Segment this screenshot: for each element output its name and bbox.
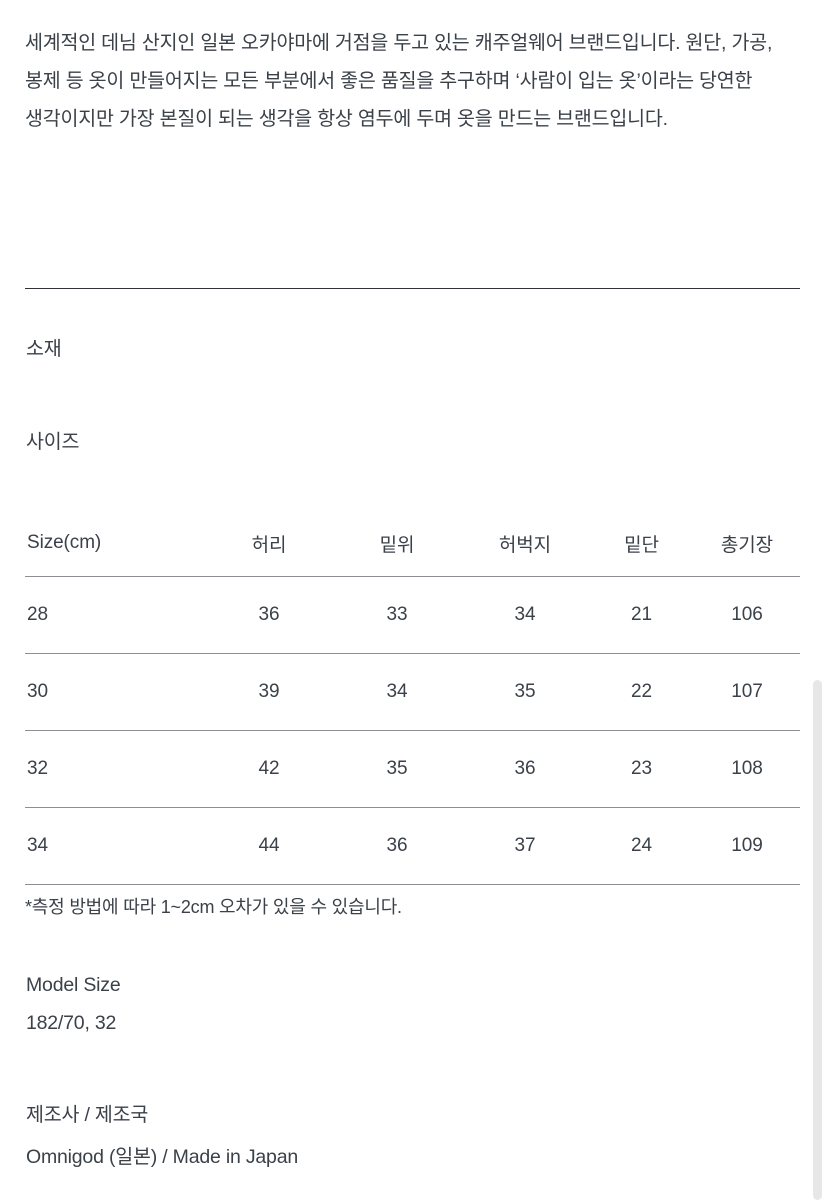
cell-size: 32 (25, 730, 205, 808)
model-size-label: Model Size (26, 974, 121, 996)
measurement-disclaimer: *측정 방법에 따라 1~2cm 오차가 있을 수 있습니다. (25, 897, 402, 917)
cell-thigh: 37 (461, 807, 589, 885)
column-header-rise: 밑위 (333, 510, 461, 577)
column-header-size: Size(cm) (25, 510, 205, 577)
table-row: 32 42 35 36 23 108 (25, 730, 800, 808)
size-chart-table: Size(cm) 허리 밑위 허벅지 밑단 총기장 28 36 33 34 21… (25, 510, 800, 885)
table-row: 34 44 36 37 24 109 (25, 807, 800, 885)
size-section-label: 사이즈 (26, 431, 80, 453)
cell-hem: 23 (589, 730, 694, 808)
table-header-row: Size(cm) 허리 밑위 허벅지 밑단 총기장 (25, 510, 800, 577)
brand-intro-paragraph: 세계적인 데님 산지인 일본 오카야마에 거점을 두고 있는 캐주얼웨어 브랜드… (25, 31, 773, 130)
material-section-label: 소재 (26, 338, 62, 360)
table-row: 30 39 34 35 22 107 (25, 653, 800, 731)
column-header-length: 총기장 (694, 510, 800, 577)
cell-waist: 44 (205, 807, 333, 885)
cell-waist: 39 (205, 653, 333, 731)
cell-length: 107 (694, 653, 800, 731)
table-row: 28 36 33 34 21 106 (25, 576, 800, 654)
manufacturer-block: 제조사 / 제조국 Omnigod (일본) / Made in Japan (26, 1094, 298, 1178)
page-scrollbar-track[interactable] (808, 0, 825, 1200)
cell-rise: 36 (333, 807, 461, 885)
cell-length: 106 (694, 576, 800, 654)
cell-thigh: 35 (461, 653, 589, 731)
column-header-waist: 허리 (205, 510, 333, 577)
page-scrollbar-thumb[interactable] (813, 680, 822, 1200)
cell-length: 108 (694, 730, 800, 808)
manufacturer-value: Omnigod (일본) / Made in Japan (26, 1146, 298, 1168)
model-size-value: 182/70, 32 (26, 1012, 117, 1034)
cell-rise: 35 (333, 730, 461, 808)
model-size-block: Model Size 182/70, 32 (26, 966, 121, 1042)
cell-waist: 36 (205, 576, 333, 654)
cell-size: 34 (25, 807, 205, 885)
cell-thigh: 36 (461, 730, 589, 808)
column-header-thigh: 허벅지 (461, 510, 589, 577)
cell-hem: 21 (589, 576, 694, 654)
cell-waist: 42 (205, 730, 333, 808)
cell-length: 109 (694, 807, 800, 885)
cell-thigh: 34 (461, 576, 589, 654)
section-divider (25, 288, 800, 289)
cell-hem: 24 (589, 807, 694, 885)
cell-rise: 34 (333, 653, 461, 731)
cell-hem: 22 (589, 653, 694, 731)
manufacturer-label: 제조사 / 제조국 (26, 1104, 149, 1126)
cell-size: 30 (25, 653, 205, 731)
column-header-hem: 밑단 (589, 510, 694, 577)
cell-rise: 33 (333, 576, 461, 654)
cell-size: 28 (25, 576, 205, 654)
